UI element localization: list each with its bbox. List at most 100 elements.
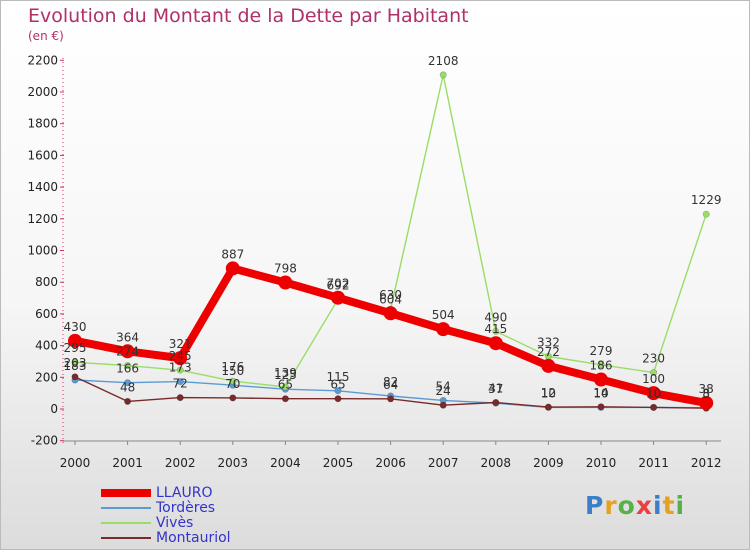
legend-swatch xyxy=(101,537,151,539)
data-label: 8 xyxy=(702,387,710,401)
data-label: 203 xyxy=(64,356,87,370)
data-label: 245 xyxy=(169,349,192,363)
logo-letter: i xyxy=(675,491,686,520)
data-point xyxy=(702,210,710,218)
data-point xyxy=(597,361,605,369)
data-label: 173 xyxy=(169,361,192,375)
legend-swatch xyxy=(101,489,151,497)
data-label: 70 xyxy=(225,377,240,391)
y-tick-label: 600 xyxy=(35,307,58,321)
data-point xyxy=(383,306,398,321)
data-label: 10 xyxy=(646,386,661,400)
data-point xyxy=(281,395,289,403)
data-label: 364 xyxy=(116,330,139,344)
x-tick-label: 2006 xyxy=(375,456,406,470)
data-label: 186 xyxy=(590,359,613,373)
data-point xyxy=(173,351,188,366)
data-label: 230 xyxy=(642,352,665,366)
x-tick-label: 2004 xyxy=(270,456,301,470)
data-point xyxy=(436,322,451,337)
data-label: 798 xyxy=(274,262,297,276)
y-tick-label: 1000 xyxy=(27,244,58,258)
data-point xyxy=(334,387,342,395)
data-point xyxy=(278,275,293,290)
data-label: 37 xyxy=(488,382,503,396)
data-point xyxy=(176,394,184,402)
y-tick-label: 2000 xyxy=(27,85,58,99)
data-label: 10 xyxy=(593,386,608,400)
legend-label: Tordères xyxy=(156,500,216,516)
y-tick-label: 800 xyxy=(35,275,58,289)
data-label: 10 xyxy=(541,386,556,400)
data-point xyxy=(488,336,503,351)
chart-title: Evolution du Montant de la Dette par Hab… xyxy=(28,5,469,27)
data-point xyxy=(124,362,132,370)
y-tick-label: 200 xyxy=(35,370,58,384)
chart-subtitle: (en €) xyxy=(28,29,64,43)
x-tick-label: 2007 xyxy=(428,456,459,470)
y-tick-label: 1400 xyxy=(27,180,58,194)
data-label: 2108 xyxy=(428,54,459,68)
data-point xyxy=(176,366,184,374)
data-label: 54 xyxy=(436,379,451,393)
data-label: 65 xyxy=(330,378,345,392)
data-label: 65 xyxy=(278,378,293,392)
data-point xyxy=(71,373,79,381)
data-label: 692 xyxy=(327,278,350,292)
data-label: 10 xyxy=(646,386,661,400)
proxiti-logo: Proxiti xyxy=(585,491,685,520)
legend-swatch xyxy=(101,522,151,524)
data-label: 64 xyxy=(383,378,398,392)
legend-label: Vivès xyxy=(156,515,194,531)
data-label: 490 xyxy=(484,310,507,324)
data-label: 48 xyxy=(120,380,135,394)
data-label: 38 xyxy=(699,382,714,396)
data-label: 72 xyxy=(173,377,188,391)
data-point xyxy=(229,377,237,385)
legend-swatch xyxy=(101,507,151,509)
data-label: 887 xyxy=(221,247,244,261)
legend-label: LLAURO xyxy=(156,485,213,501)
x-tick-label: 2002 xyxy=(165,456,196,470)
data-point xyxy=(68,333,82,348)
legend-label: Montauriol xyxy=(156,530,231,546)
logo-letter: x xyxy=(635,491,653,520)
data-label: 139 xyxy=(274,366,297,380)
logo-letter: o xyxy=(617,491,636,520)
data-point xyxy=(331,290,345,305)
data-point xyxy=(387,395,395,403)
data-label: 41 xyxy=(488,382,503,396)
data-label: 279 xyxy=(590,344,613,358)
data-point xyxy=(225,261,240,276)
data-point xyxy=(439,401,447,409)
data-point xyxy=(650,369,658,377)
logo-letter: r xyxy=(604,491,618,520)
data-point xyxy=(699,395,714,410)
data-label: 295 xyxy=(64,341,87,355)
data-point xyxy=(597,403,605,411)
data-point xyxy=(492,327,500,335)
y-tick-label: 0 xyxy=(50,402,58,416)
data-point xyxy=(646,386,661,401)
data-point xyxy=(334,395,342,403)
x-tick-label: 2008 xyxy=(481,456,512,470)
y-tick-label: 1600 xyxy=(27,148,58,162)
data-point xyxy=(439,71,447,79)
series-layer xyxy=(68,71,714,412)
data-point xyxy=(541,358,556,373)
data-label: 272 xyxy=(537,345,560,359)
data-point xyxy=(124,379,132,387)
data-label: 24 xyxy=(436,384,451,398)
data-point xyxy=(176,378,184,386)
data-label: 1229 xyxy=(691,193,722,207)
data-label: 430 xyxy=(64,320,87,334)
data-label: 604 xyxy=(379,292,402,306)
y-tick-label: 1800 xyxy=(27,117,58,131)
data-label: 630 xyxy=(379,288,402,302)
x-tick-label: 2011 xyxy=(638,456,669,470)
data-label: 150 xyxy=(221,364,244,378)
y-tick-label: 2200 xyxy=(27,53,58,67)
x-tick-label: 2005 xyxy=(323,456,354,470)
